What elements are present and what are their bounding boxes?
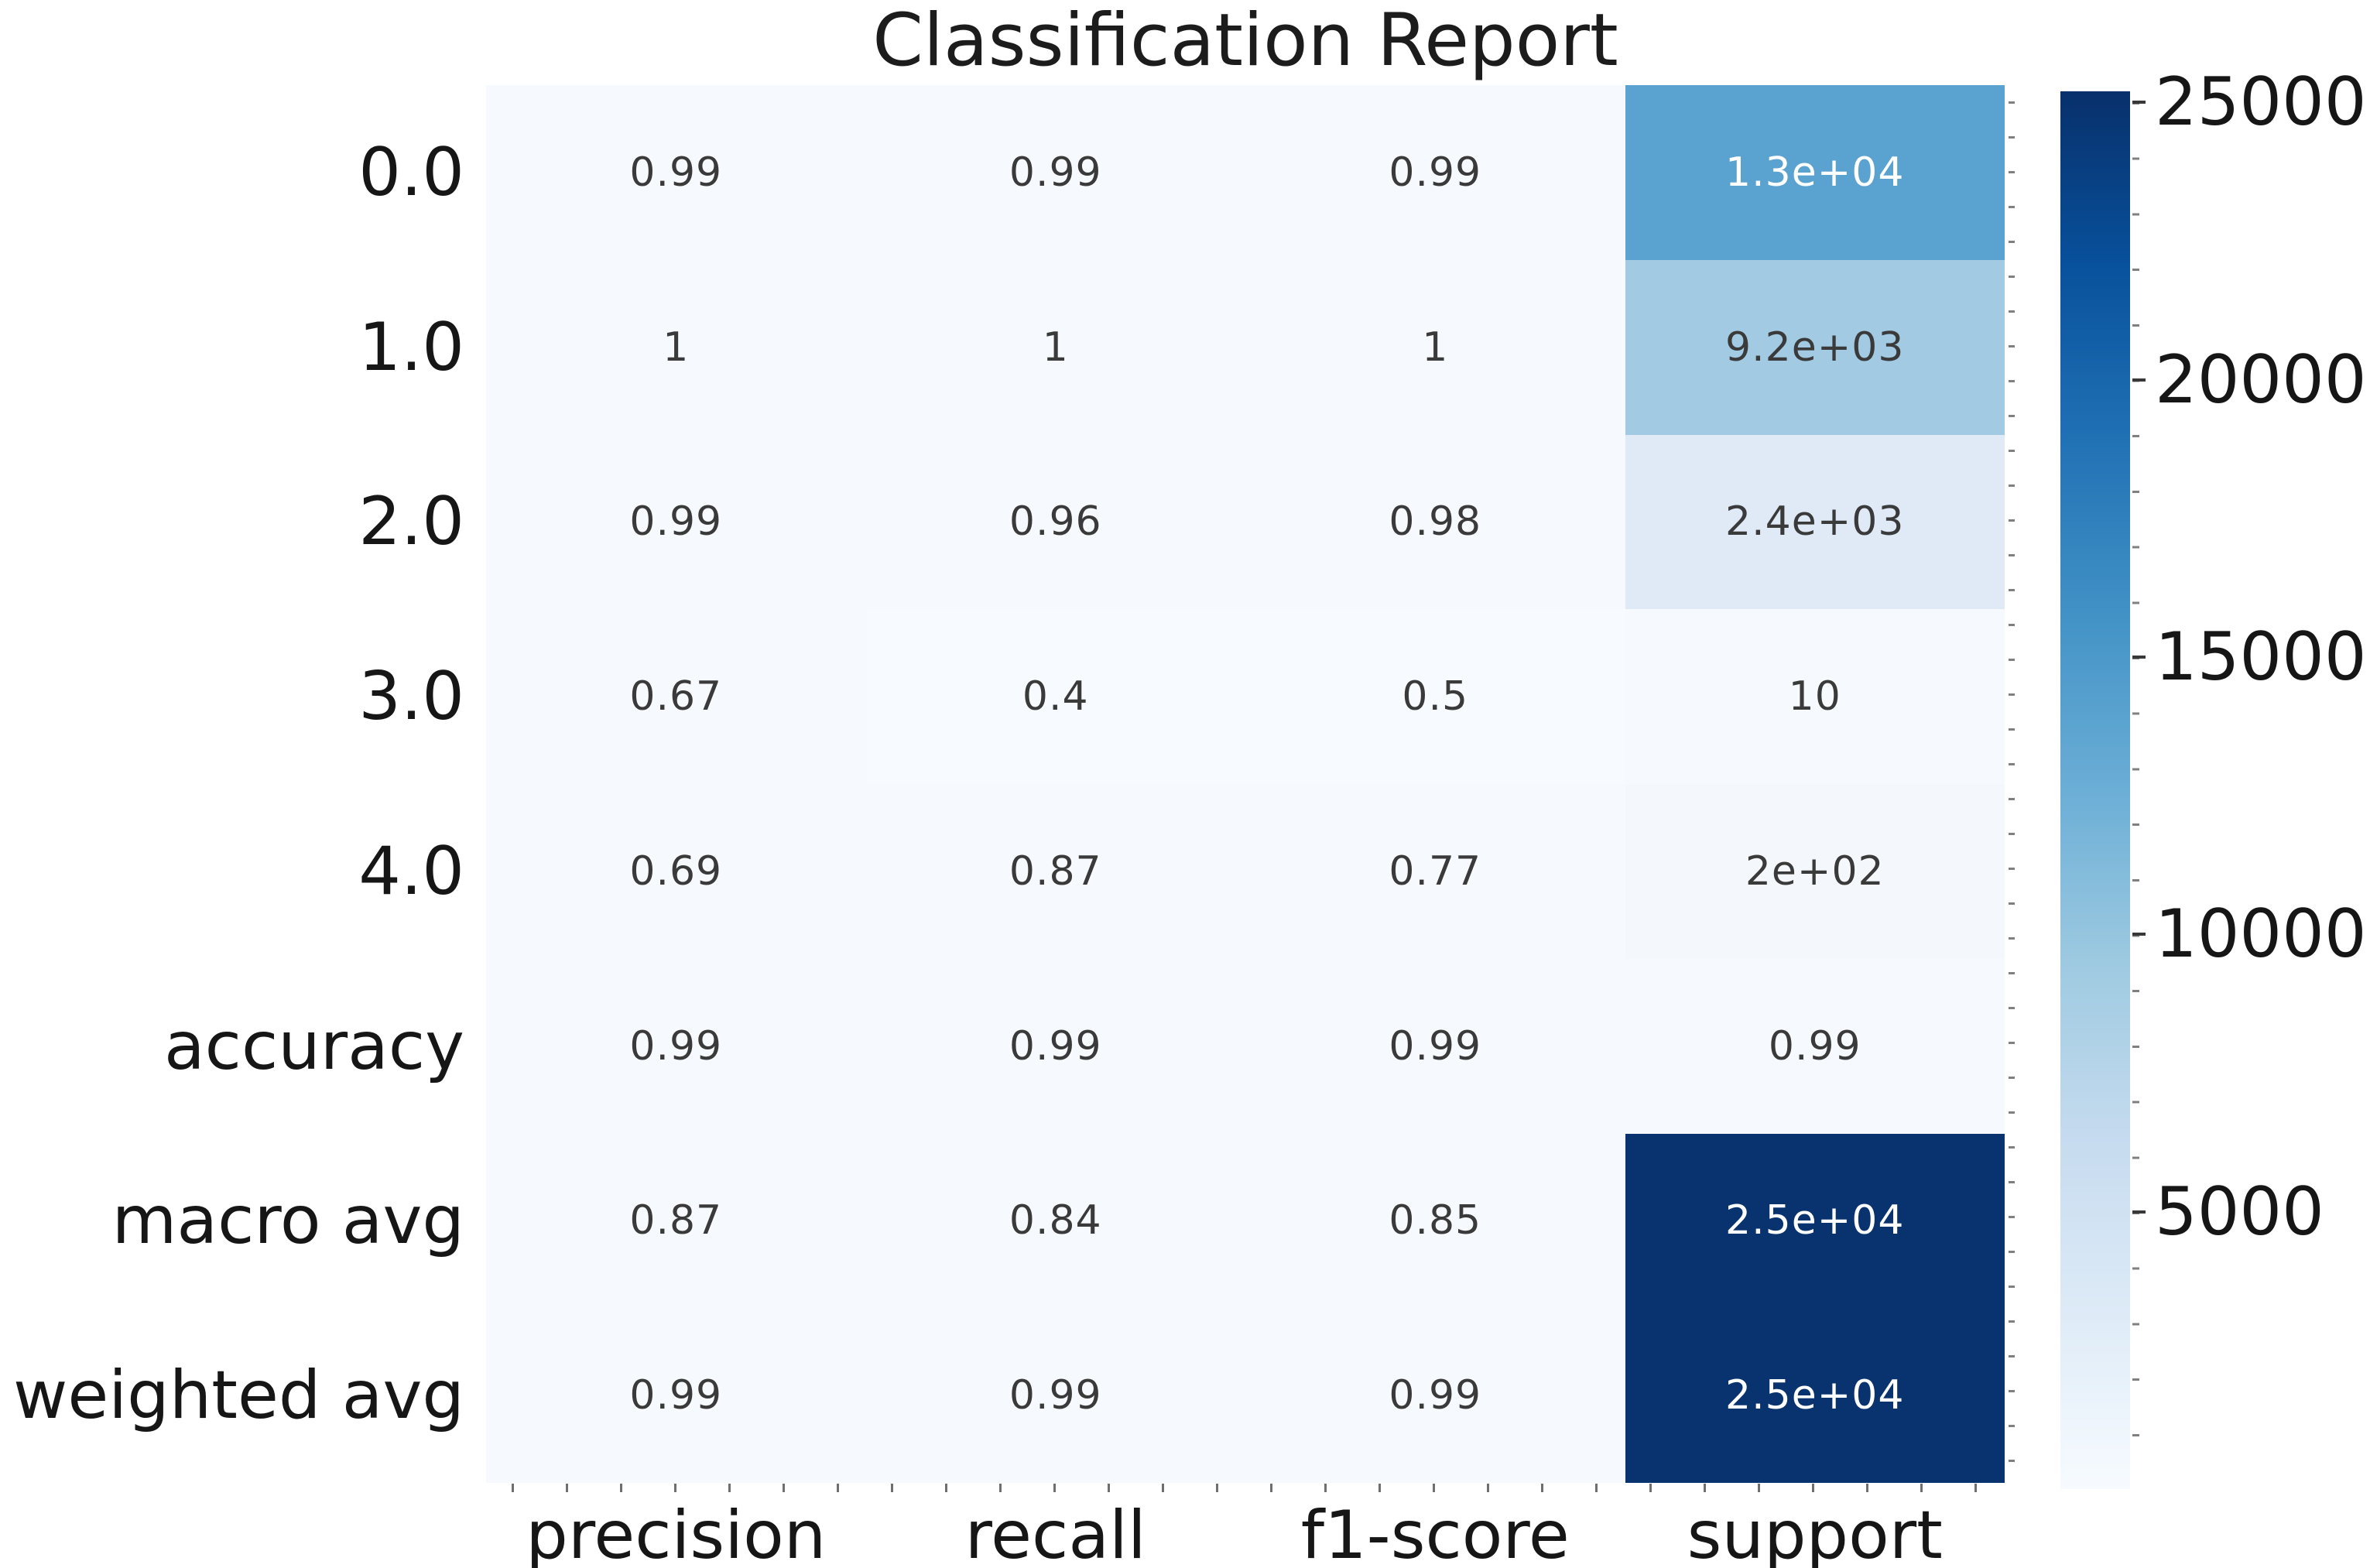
heatmap-cell: 0.99 xyxy=(486,85,866,260)
heatmap-cell: 0.84 xyxy=(865,1133,1245,1309)
row-tick-label: 3.0 xyxy=(358,658,464,736)
y-axis-tick-labels: 0.0 1.0 2.0 3.0 4.0 accuracy macro avg weighted… xyxy=(0,85,464,1483)
x-axis-minor-ticks xyxy=(486,1484,2005,1492)
x-axis-tick-labels: precision recall f1-score support xyxy=(486,1497,2005,1568)
heatmap-cell: 0.99 xyxy=(1245,1308,1625,1483)
heatmap-cell: 0.99 xyxy=(486,1308,866,1483)
heatmap-cell: 2.4e+03 xyxy=(1625,434,2005,610)
heatmap-cell: 1.3e+04 xyxy=(1625,85,2005,260)
colorbar-major-tick xyxy=(2132,1210,2146,1214)
col-tick-label: recall xyxy=(964,1497,1146,1568)
colorbar-tick-label: 25000 xyxy=(2155,63,2367,142)
heatmap-cell: 0.99 xyxy=(865,1308,1245,1483)
heatmap-cell: 0.69 xyxy=(486,784,866,959)
row-tick-label: 4.0 xyxy=(358,832,464,910)
heatmap-cell: 0.99 xyxy=(486,434,866,610)
colorbar-tick-label: 5000 xyxy=(2155,1173,2324,1251)
colorbar-major-tick xyxy=(2132,378,2146,382)
colorbar-tick-label: 20000 xyxy=(2155,341,2367,419)
heatmap-cell: 1 xyxy=(865,259,1245,435)
row-tick-label: 2.0 xyxy=(358,483,464,561)
heatmap-cell: 2e+02 xyxy=(1625,784,2005,959)
right-spine-minor-ticks xyxy=(2009,85,2015,1483)
col-tick-label: precision xyxy=(526,1497,827,1568)
heatmap-cell: 10 xyxy=(1625,609,2005,784)
heatmap-cell: 0.98 xyxy=(1245,434,1625,610)
heatmap-cell: 0.4 xyxy=(865,609,1245,784)
heatmap-cell: 0.99 xyxy=(486,958,866,1134)
heatmap-cell: 0.99 xyxy=(1245,85,1625,260)
row-tick-label: weighted avg xyxy=(13,1357,464,1435)
heatmap-cell: 0.85 xyxy=(1245,1133,1625,1309)
row-tick-label: macro avg xyxy=(111,1182,464,1260)
col-tick-label: f1-score xyxy=(1300,1497,1570,1568)
heatmap-cell: 1 xyxy=(1245,259,1625,435)
colorbar-major-tick xyxy=(2132,101,2146,104)
colorbar-minor-ticks xyxy=(2132,102,2139,1488)
heatmap-cell: 0.99 xyxy=(1625,958,2005,1134)
heatmap-cell: 0.77 xyxy=(1245,784,1625,959)
colorbar: 25000 20000 15000 10000 5000 xyxy=(2060,63,2370,1489)
heatmap-cell: 0.5 xyxy=(1245,609,1625,784)
heatmap-cell: 2.5e+04 xyxy=(1625,1133,2005,1309)
colorbar-major-tick xyxy=(2132,933,2146,936)
chart-title: Classification Report xyxy=(872,0,1618,83)
colorbar-tick-label: 15000 xyxy=(2155,618,2367,696)
heatmap-cell: 0.87 xyxy=(486,1133,866,1309)
colorbar-tick-label: 10000 xyxy=(2155,895,2367,974)
colorbar-gradient xyxy=(2060,91,2130,1489)
colorbar-major-tick xyxy=(2132,656,2146,659)
col-tick-label: support xyxy=(1687,1497,1943,1568)
heatmap-grid: 0.99 0.99 0.99 1.3e+04 1 1 1 9.2e+03 0.99 0.96 0.9… xyxy=(486,85,2005,1483)
heatmap-cell: 0.99 xyxy=(1245,958,1625,1134)
row-tick-label: 0.0 xyxy=(358,133,464,211)
heatmap-cell: 0.67 xyxy=(486,609,866,784)
heatmap-cell: 0.99 xyxy=(865,958,1245,1134)
row-tick-label: accuracy xyxy=(163,1007,464,1085)
row-tick-label: 1.0 xyxy=(358,308,464,386)
heatmap-cell: 0.87 xyxy=(865,784,1245,959)
heatmap-cell: 0.99 xyxy=(865,85,1245,260)
heatmap-cell: 0.96 xyxy=(865,434,1245,610)
heatmap-cell: 1 xyxy=(486,259,866,435)
heatmap-cell: 9.2e+03 xyxy=(1625,259,2005,435)
heatmap-cell: 2.5e+04 xyxy=(1625,1308,2005,1483)
